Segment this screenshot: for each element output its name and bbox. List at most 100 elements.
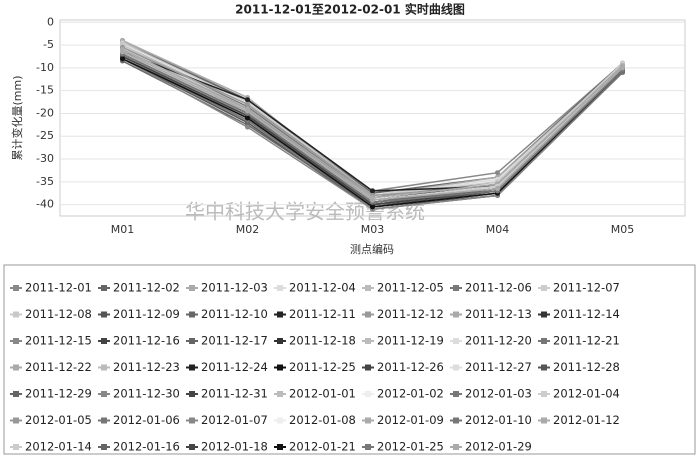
legend-label: 2011-12-07 — [553, 281, 620, 295]
legend-marker — [453, 338, 459, 344]
x-axis-label: 测点编码 — [350, 242, 394, 256]
legend-label: 2012-01-07 — [201, 413, 268, 427]
legend-marker — [453, 444, 459, 450]
legend-marker — [101, 417, 107, 424]
legend-marker — [189, 338, 195, 344]
legend-marker — [13, 311, 19, 318]
legend-marker — [13, 417, 19, 424]
legend-label: 2012-01-06 — [113, 413, 180, 427]
point — [245, 108, 250, 114]
legend-marker — [13, 364, 19, 371]
legend-label: 2011-12-23 — [113, 360, 180, 374]
legend-marker — [453, 417, 459, 424]
y-tick-label: 0 — [47, 15, 54, 28]
point — [620, 65, 625, 71]
legend-label: 2012-01-21 — [289, 440, 356, 454]
legend-label: 2011-12-09 — [113, 307, 180, 321]
legend-label: 2012-01-29 — [465, 440, 532, 454]
legend-label: 2012-01-14 — [25, 440, 92, 454]
legend-label: 2011-12-28 — [553, 360, 620, 374]
legend-marker — [101, 364, 107, 371]
legend-label: 2011-12-20 — [465, 334, 532, 348]
legend-marker — [101, 391, 107, 397]
legend-marker — [277, 338, 283, 344]
legend-label: 2012-01-16 — [113, 440, 180, 454]
legend-label: 2012-01-08 — [289, 413, 356, 427]
plot-area — [59, 19, 686, 217]
legend-label: 2011-12-29 — [25, 387, 92, 401]
legend-marker — [541, 417, 547, 424]
legend-marker — [101, 311, 107, 318]
legend-label: 2011-12-26 — [377, 360, 444, 374]
legend-label: 2012-01-01 — [289, 387, 356, 401]
legend-label: 2011-12-24 — [201, 360, 268, 374]
legend-marker — [277, 417, 283, 424]
legend-marker — [365, 417, 371, 424]
legend-label: 2011-12-27 — [465, 360, 532, 374]
point — [495, 186, 500, 192]
legend-label: 2012-01-05 — [25, 413, 92, 427]
x-tick-label: M05 — [611, 223, 635, 236]
legend-marker — [101, 338, 107, 344]
legend-box — [3, 264, 696, 455]
legend-label: 2011-12-17 — [201, 334, 268, 348]
legend-marker — [541, 364, 547, 371]
y-tick-label: -20 — [36, 106, 54, 119]
legend-label: 2011-12-19 — [377, 334, 444, 348]
legend-marker — [365, 311, 371, 318]
legend-marker — [13, 338, 19, 344]
legend-marker — [365, 444, 371, 450]
legend-label: 2012-01-18 — [201, 440, 268, 454]
legend-marker — [101, 444, 107, 450]
y-tick-label: -5 — [43, 38, 54, 51]
point — [370, 197, 375, 203]
x-tick-label: M03 — [361, 223, 385, 236]
legend-marker — [453, 311, 459, 318]
y-tick-label: -10 — [36, 61, 54, 74]
legend-label: 2011-12-25 — [289, 360, 356, 374]
legend-label: 2011-12-21 — [553, 334, 620, 348]
legend-marker — [189, 391, 195, 397]
legend-marker — [453, 391, 459, 397]
x-tick-label: M02 — [236, 223, 260, 236]
legend-label: 2011-12-22 — [25, 360, 92, 374]
legend-label: 2011-12-03 — [201, 281, 268, 295]
legend-marker — [189, 364, 195, 371]
point — [245, 115, 250, 121]
legend-marker — [453, 364, 459, 371]
legend-marker — [13, 285, 19, 291]
x-tick-label: M04 — [486, 223, 510, 236]
legend-marker — [541, 391, 547, 397]
legend-label: 2011-12-30 — [113, 387, 180, 401]
legend-label: 2011-12-18 — [289, 334, 356, 348]
point — [370, 188, 375, 194]
legend-label: 2012-01-25 — [377, 440, 444, 454]
legend-label: 2011-12-08 — [25, 307, 92, 321]
x-tick-label: M01 — [111, 223, 135, 236]
legend-label: 2011-12-10 — [201, 307, 268, 321]
legend-marker — [541, 311, 547, 318]
legend-label: 2011-12-02 — [113, 281, 180, 295]
chart-title: 2011-12-01至2012-02-01 实时曲线图 — [235, 2, 465, 17]
y-tick-label: -25 — [36, 129, 54, 142]
legend-marker — [13, 391, 19, 397]
legend-marker — [13, 444, 19, 450]
legend-marker — [277, 364, 283, 371]
point — [370, 204, 375, 210]
legend-marker — [365, 391, 371, 397]
point — [120, 56, 125, 62]
legend-label: 2011-12-11 — [289, 307, 356, 321]
legend-label: 2011-12-01 — [25, 281, 92, 295]
legend-marker — [189, 444, 195, 450]
legend-label: 2011-12-12 — [377, 307, 444, 321]
legend-label: 2011-12-05 — [377, 281, 444, 295]
legend-label: 2011-12-15 — [25, 334, 92, 348]
legend-marker — [101, 285, 107, 291]
legend-label: 2012-01-04 — [553, 387, 620, 401]
legend-marker — [541, 285, 547, 291]
legend-label: 2011-12-31 — [201, 387, 268, 401]
point — [245, 124, 250, 130]
legend-marker — [277, 391, 283, 397]
y-tick-label: -35 — [36, 175, 54, 188]
